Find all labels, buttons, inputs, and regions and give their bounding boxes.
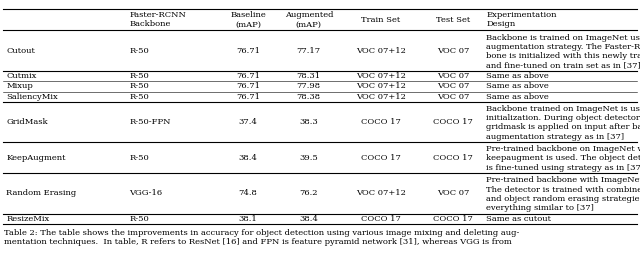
Text: 76.71: 76.71: [236, 93, 260, 101]
Text: 38.4: 38.4: [239, 154, 257, 162]
Text: VOC 07: VOC 07: [436, 93, 469, 101]
Text: Augmented
(mAP): Augmented (mAP): [285, 11, 333, 28]
Text: VOC 07: VOC 07: [436, 72, 469, 80]
Text: COCO 17: COCO 17: [361, 215, 401, 223]
Text: VOC 07+12: VOC 07+12: [356, 93, 406, 101]
Text: augmentation strategy as in [37]: augmentation strategy as in [37]: [486, 132, 625, 141]
Text: Random Erasing: Random Erasing: [6, 189, 77, 197]
Text: COCO 17: COCO 17: [433, 154, 473, 162]
Text: R-50: R-50: [129, 47, 149, 55]
Text: 38.3: 38.3: [300, 118, 318, 126]
Text: COCO 17: COCO 17: [361, 118, 401, 126]
Text: VOC 07: VOC 07: [436, 47, 469, 55]
Text: KeepAugment: KeepAugment: [6, 154, 66, 162]
Text: VOC 07: VOC 07: [436, 189, 469, 197]
Text: and fine-tuned on train set as in [37]: and fine-tuned on train set as in [37]: [486, 61, 640, 69]
Text: augmentation strategy. The Faster-RCNN b: augmentation strategy. The Faster-RCNN b: [486, 43, 640, 51]
Text: R-50: R-50: [129, 82, 149, 90]
Text: 76.71: 76.71: [236, 82, 260, 90]
Text: ResizeMix: ResizeMix: [6, 215, 50, 223]
Text: gridmask is applied on input after baseline: gridmask is applied on input after basel…: [486, 123, 640, 131]
Text: Same as above: Same as above: [486, 82, 549, 90]
Text: VOC 07+12: VOC 07+12: [356, 189, 406, 197]
Text: Cutmix: Cutmix: [6, 72, 36, 80]
Text: 76.71: 76.71: [236, 72, 260, 80]
Text: COCO 17: COCO 17: [433, 215, 473, 223]
Text: 76.2: 76.2: [300, 189, 318, 197]
Text: R-50: R-50: [129, 72, 149, 80]
Text: is fine-tuned using strategy as in [37]: is fine-tuned using strategy as in [37]: [486, 164, 640, 171]
Text: Experimentation
Design: Experimentation Design: [486, 11, 557, 28]
Text: COCO 17: COCO 17: [361, 154, 401, 162]
Text: Faster-RCNN
Backbone: Faster-RCNN Backbone: [129, 11, 186, 28]
Text: 78.31: 78.31: [297, 72, 321, 80]
Text: Same as above: Same as above: [486, 72, 549, 80]
Text: 38.4: 38.4: [300, 215, 318, 223]
Text: Backbone is trained on ImageNet using cuto: Backbone is trained on ImageNet using cu…: [486, 34, 640, 42]
Text: 77.98: 77.98: [297, 82, 321, 90]
Text: Mixup: Mixup: [6, 82, 33, 90]
Text: VOC 07: VOC 07: [436, 82, 469, 90]
Text: R-50-FPN: R-50-FPN: [129, 118, 171, 126]
Text: Train Set: Train Set: [361, 16, 401, 24]
Text: keepaugment is used. The object detector: keepaugment is used. The object detector: [486, 154, 640, 162]
Text: Baseline
(mAP): Baseline (mAP): [230, 11, 266, 28]
Text: and object random erasing strategies keepin: and object random erasing strategies kee…: [486, 195, 640, 203]
Text: GridMask: GridMask: [6, 118, 48, 126]
Text: Table 2: The table shows the improvements in accuracy for object detection using: Table 2: The table shows the improvement…: [4, 229, 520, 246]
Text: Cutout: Cutout: [6, 47, 35, 55]
Text: 37.4: 37.4: [239, 118, 257, 126]
Text: VOC 07+12: VOC 07+12: [356, 82, 406, 90]
Text: R-50: R-50: [129, 154, 149, 162]
Text: R-50: R-50: [129, 93, 149, 101]
Text: R-50: R-50: [129, 215, 149, 223]
Text: Backbone trained on ImageNet is used for: Backbone trained on ImageNet is used for: [486, 105, 640, 113]
Text: VGG-16: VGG-16: [129, 189, 163, 197]
Text: Pre-trained backbone on ImageNet with: Pre-trained backbone on ImageNet with: [486, 145, 640, 153]
Text: 76.71: 76.71: [236, 47, 260, 55]
Text: The detector is trained with combined imag: The detector is trained with combined im…: [486, 186, 640, 193]
Text: initialization. During object detector trainin: initialization. During object detector t…: [486, 114, 640, 122]
Text: COCO 17: COCO 17: [433, 118, 473, 126]
Text: 74.8: 74.8: [239, 189, 257, 197]
Text: SaliencyMix: SaliencyMix: [6, 93, 58, 101]
Text: 78.38: 78.38: [297, 93, 321, 101]
Text: VOC 07+12: VOC 07+12: [356, 72, 406, 80]
Text: 77.17: 77.17: [297, 47, 321, 55]
Text: bone is initialized with this newly trained m: bone is initialized with this newly trai…: [486, 52, 640, 60]
Text: everything similar to [37]: everything similar to [37]: [486, 204, 595, 212]
Text: Pre-trained backbone with ImageNet weigh: Pre-trained backbone with ImageNet weigh: [486, 176, 640, 184]
Text: 38.1: 38.1: [239, 215, 257, 223]
Text: 39.5: 39.5: [300, 154, 318, 162]
Text: Same as above: Same as above: [486, 93, 549, 101]
Text: VOC 07+12: VOC 07+12: [356, 47, 406, 55]
Text: Same as cutout: Same as cutout: [486, 215, 552, 223]
Text: Test Set: Test Set: [436, 16, 470, 24]
